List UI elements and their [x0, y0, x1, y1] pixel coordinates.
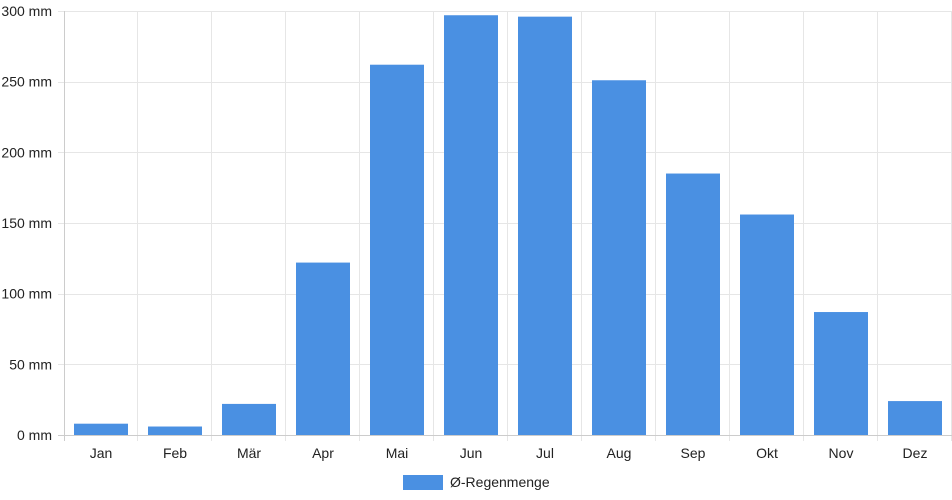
bar-Okt[interactable]	[740, 214, 794, 435]
y-axis-labels: 0 mm 50 mm 100 mm 150 mm 200 mm 250 mm 300 mm	[1, 3, 52, 443]
x-axis-labels: Jan Feb Mär Apr Mai Jun Jul Aug Sep Okt Nov Dez	[90, 445, 928, 461]
bar-Mär[interactable]	[222, 403, 276, 435]
x-tick-label: Apr	[312, 445, 334, 461]
bar-Dez[interactable]	[888, 401, 942, 435]
legend[interactable]: Ø-Regenmenge	[403, 474, 550, 490]
x-tick-label: Mär	[237, 445, 261, 461]
x-tick-label: Okt	[756, 445, 778, 461]
bar-Jul[interactable]	[518, 16, 572, 436]
x-tick-label: Nov	[829, 445, 854, 461]
bar-Nov[interactable]	[814, 312, 868, 435]
x-tick-label: Jun	[460, 445, 483, 461]
x-tick-label: Jul	[536, 445, 554, 461]
y-tick-label: 100 mm	[1, 286, 52, 302]
bar-Apr[interactable]	[296, 262, 350, 435]
legend-label[interactable]: Ø-Regenmenge	[450, 474, 550, 490]
y-tick-label: 250 mm	[1, 74, 52, 90]
axes-layer	[58, 11, 952, 441]
x-tick-label: Sep	[681, 445, 706, 461]
bar-Aug[interactable]	[592, 80, 646, 436]
bar-Jun[interactable]	[444, 15, 498, 436]
x-tick-label: Aug	[607, 445, 632, 461]
x-tick-label: Jan	[90, 445, 113, 461]
legend-swatch[interactable]	[403, 475, 443, 490]
x-tick-label: Dez	[903, 445, 928, 461]
bar-Sep[interactable]	[666, 173, 720, 436]
bar-Mai[interactable]	[370, 64, 424, 435]
y-tick-label: 200 mm	[1, 144, 52, 160]
bars-layer	[74, 15, 942, 436]
y-tick-label: 0 mm	[17, 427, 52, 443]
y-tick-label: 150 mm	[1, 215, 52, 231]
x-tick-label: Feb	[163, 445, 187, 461]
y-tick-label: 300 mm	[1, 3, 52, 19]
x-tick-label: Mai	[386, 445, 409, 461]
y-tick-label: 50 mm	[9, 356, 52, 372]
bar-Jan[interactable]	[74, 423, 128, 435]
bar-Feb[interactable]	[148, 426, 202, 435]
